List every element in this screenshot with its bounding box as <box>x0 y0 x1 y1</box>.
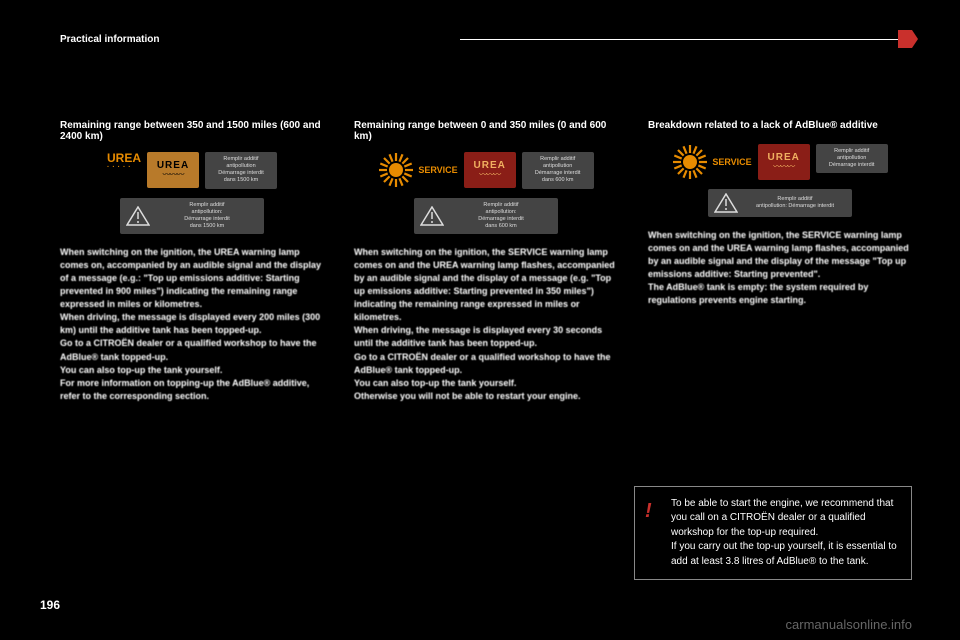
column-1: Remaining range between 350 and 1500 mil… <box>60 120 324 403</box>
dash-message-small: Remplir additif antipollution Démarrage … <box>816 144 888 173</box>
dash-message-wide: Remplir additif antipollution: Démarrage… <box>414 198 558 235</box>
dash-message-wide: Remplir additif antipollution: Démarrage… <box>120 198 264 235</box>
indicator-cluster: SERVICEUREA〰〰〰Remplir additif antipollut… <box>354 152 618 234</box>
callout-box: ! To be able to start the engine, we rec… <box>634 486 912 581</box>
service-sun-icon <box>378 152 414 188</box>
column-2: Remaining range between 0 and 350 miles … <box>354 120 618 403</box>
column-body: When switching on the ignition, the UREA… <box>60 246 324 403</box>
dash-message-small: Remplir additif antipollution Démarrage … <box>522 152 594 189</box>
indicator-cluster: SERVICEUREA〰〰〰Remplir additif antipollut… <box>648 144 912 217</box>
service-label: SERVICE <box>712 157 751 167</box>
header-red-tab <box>898 30 912 48</box>
page-number: 196 <box>40 598 60 612</box>
indicator-row: SERVICE UREA〰〰〰Remplir additif antipollut… <box>378 152 593 189</box>
section-title: Practical information <box>60 34 159 45</box>
watermark: carmanualsonline.info <box>786 617 912 632</box>
triangle-warning-icon <box>420 206 444 226</box>
columns: Remaining range between 350 and 1500 mil… <box>60 120 912 403</box>
dash-message-text: Remplir additif antipollution: Démarrage… <box>744 196 846 210</box>
urea-badge-icon: UREA〰〰〰 <box>464 152 516 188</box>
callout-text: To be able to start the engine, we recom… <box>671 497 899 570</box>
page: Practical information Remaining range be… <box>0 0 960 640</box>
indicator-row: SERVICE UREA〰〰〰Remplir additif antipollut… <box>672 144 887 180</box>
triangle-warning-icon <box>126 206 150 226</box>
triangle-warning-icon <box>714 193 738 213</box>
service-label: SERVICE <box>418 165 457 175</box>
warning-icon: ! <box>645 497 652 526</box>
urea-badge-icon: UREA〰〰〰 <box>758 144 810 180</box>
column-3: Breakdown related to a lack of AdBlue® a… <box>648 120 912 403</box>
column-title: Remaining range between 0 and 350 miles … <box>354 120 618 142</box>
column-body: When switching on the ignition, the SERV… <box>354 246 618 403</box>
dash-message-wide: Remplir additif antipollution: Démarrage… <box>708 189 852 217</box>
header-rule <box>460 39 898 40</box>
column-body: When switching on the ignition, the SERV… <box>648 229 912 307</box>
service-sun-icon <box>672 144 708 180</box>
indicator-row: UREA····· UREA〰〰〰Remplir additif antipoll… <box>107 152 277 189</box>
column-title: Breakdown related to a lack of AdBlue® a… <box>648 120 912 134</box>
dash-message-text: Remplir additif antipollution: Démarrage… <box>156 202 258 231</box>
dash-message-small: Remplir additif antipollution Démarrage … <box>205 152 277 189</box>
indicator-cluster: UREA·····UREA〰〰〰Remplir additif antipoll… <box>60 152 324 234</box>
urea-text-icon: UREA····· <box>107 152 141 171</box>
dash-message-text: Remplir additif antipollution: Démarrage… <box>450 202 552 231</box>
urea-badge-icon: UREA〰〰〰 <box>147 152 199 188</box>
column-title: Remaining range between 350 and 1500 mil… <box>60 120 324 142</box>
